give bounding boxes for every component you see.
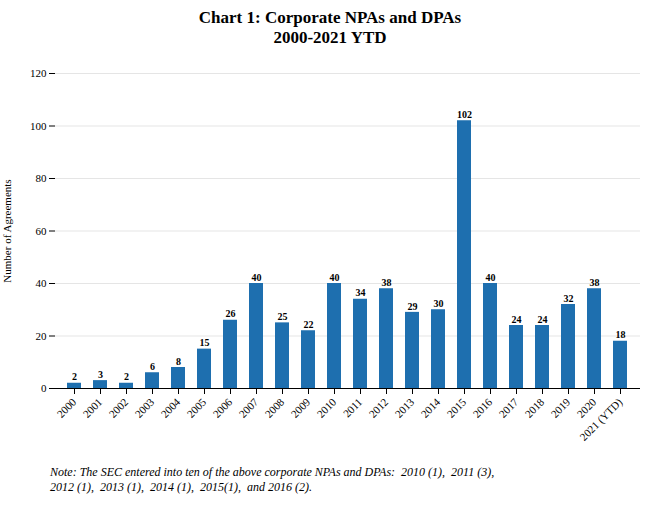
svg-text:26: 26 [226,308,236,319]
html-text:Chart 1: Corporate NPAs and DP: Chart 1: Corporate NPAs and DPAs [198,8,462,27]
svg-text:18: 18 [616,329,626,340]
svg-text:100: 100 [30,119,47,131]
svg-text:0: 0 [41,382,47,394]
svg-text:2015: 2015 [444,395,468,419]
svg-text:8: 8 [176,355,181,366]
svg-text:25: 25 [278,311,288,322]
svg-text:2008: 2008 [262,395,286,419]
svg-text:2017: 2017 [496,395,520,419]
svg-text:32: 32 [564,292,574,303]
svg-text:22: 22 [304,319,314,330]
svg-text:3: 3 [98,369,103,380]
html-text:2000-2021 YTD: 2000-2021 YTD [273,28,387,48]
svg-text:60: 60 [36,224,48,236]
svg-text:34: 34 [356,287,366,298]
svg-text:2016: 2016 [470,395,494,419]
svg-text:30: 30 [434,298,444,309]
svg-text:15: 15 [200,337,210,348]
svg-text:38: 38 [590,277,600,288]
svg-text:2009: 2009 [288,395,312,419]
svg-text:Number of Agreements: Number of Agreements [1,179,13,282]
svg-text:2019: 2019 [548,395,572,419]
svg-text:2002: 2002 [106,396,130,420]
svg-text:2007: 2007 [236,395,260,419]
svg-text:2000: 2000 [54,395,78,419]
svg-text:2006: 2006 [210,395,234,419]
svg-text:38: 38 [382,277,392,288]
svg-text:2014: 2014 [418,395,442,419]
svg-text:102: 102 [457,109,472,120]
svg-text:2005: 2005 [184,395,208,419]
svg-text:40: 40 [330,271,340,282]
svg-text:40: 40 [36,277,48,289]
svg-text:40: 40 [252,271,262,282]
svg-text:24: 24 [512,313,522,324]
svg-text:2: 2 [124,371,129,382]
svg-text:2003: 2003 [132,395,156,419]
svg-text:2011: 2011 [341,396,365,420]
svg-text:2010: 2010 [314,395,338,419]
svg-text:6: 6 [150,361,155,372]
svg-text:80: 80 [36,172,48,184]
svg-text:2013: 2013 [392,395,416,419]
svg-text:2012: 2012 [366,396,390,420]
svg-text:120: 120 [30,67,47,79]
svg-text:20: 20 [36,329,48,341]
html-text:Note: The SEC entered into ten: Note: The SEC entered into ten of the ab… [50,464,495,495]
svg-text:2020: 2020 [574,395,599,420]
svg-text:2: 2 [72,371,77,382]
svg-text:40: 40 [486,271,496,282]
svg-text:24: 24 [538,313,548,324]
svg-text:2001: 2001 [80,396,104,420]
svg-text:2021 (YTD): 2021 (YTD) [577,395,625,443]
svg-text:2018: 2018 [522,395,546,419]
svg-text:2004: 2004 [158,395,182,419]
svg-text:29: 29 [408,300,418,311]
